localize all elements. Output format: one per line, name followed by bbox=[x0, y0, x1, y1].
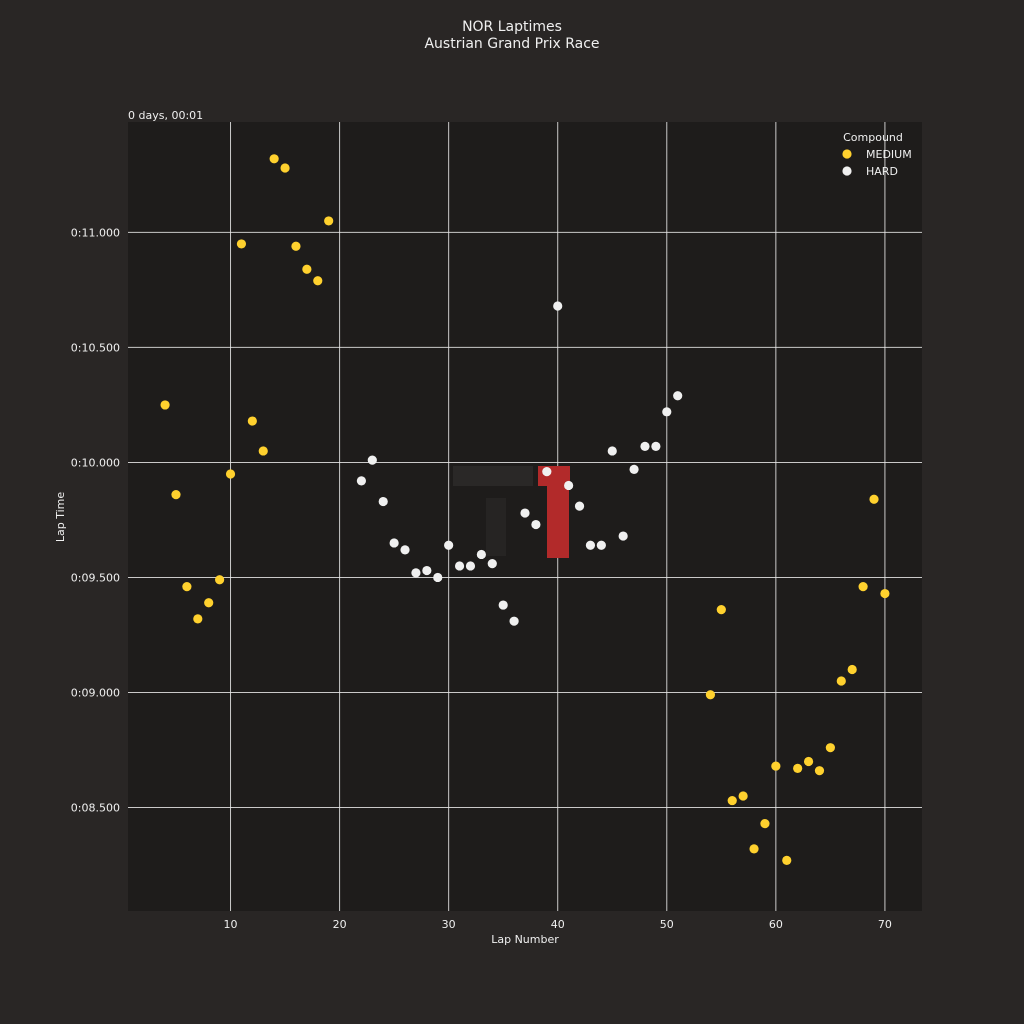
point-hard bbox=[640, 441, 650, 451]
point-hard bbox=[520, 508, 530, 518]
legend-label-hard: HARD bbox=[866, 165, 898, 178]
x-tick-label: 40 bbox=[551, 918, 565, 931]
point-hard bbox=[444, 540, 454, 550]
point-hard bbox=[564, 480, 574, 491]
x-tick-labels: 10 20 30 40 50 60 70 bbox=[224, 918, 892, 931]
point-medium bbox=[738, 791, 748, 801]
point-medium bbox=[760, 818, 770, 829]
point-hard bbox=[400, 545, 410, 555]
point-medium bbox=[269, 154, 279, 164]
point-medium bbox=[880, 588, 890, 599]
y-offset-label: 0 days, 00:01 bbox=[128, 109, 203, 122]
y-tick-label: 0:09.000 bbox=[71, 686, 120, 699]
point-medium bbox=[160, 400, 170, 410]
point-hard bbox=[531, 519, 541, 530]
point-medium bbox=[749, 844, 759, 854]
x-tick-label: 70 bbox=[878, 918, 892, 931]
point-hard bbox=[356, 476, 367, 486]
point-medium bbox=[836, 676, 846, 686]
legend-marker-medium bbox=[842, 149, 852, 159]
point-hard bbox=[389, 538, 399, 548]
point-medium bbox=[258, 446, 268, 456]
x-tick-label: 10 bbox=[224, 918, 238, 931]
point-medium bbox=[705, 690, 716, 700]
point-hard bbox=[596, 540, 606, 550]
point-hard bbox=[378, 496, 388, 507]
point-hard bbox=[433, 572, 443, 583]
legend: Compound MEDIUM HARD bbox=[842, 131, 912, 178]
point-hard bbox=[574, 501, 585, 511]
x-tick-label: 20 bbox=[333, 918, 347, 931]
point-medium bbox=[247, 416, 257, 426]
point-medium bbox=[727, 795, 737, 806]
y-tick-labels: 0:08.500 0:09.000 0:09.500 0:10.000 0:10.500… bbox=[71, 226, 120, 814]
point-hard bbox=[673, 391, 683, 401]
point-hard bbox=[542, 467, 552, 477]
chart-subtitle: Austrian Grand Prix Race bbox=[424, 36, 599, 52]
x-axis-label: Lap Number bbox=[491, 933, 559, 946]
point-hard bbox=[651, 441, 661, 451]
point-medium bbox=[171, 490, 181, 500]
legend-marker-hard bbox=[842, 166, 852, 176]
point-medium bbox=[869, 494, 879, 504]
point-medium bbox=[215, 575, 225, 585]
point-hard bbox=[498, 600, 508, 610]
data-points bbox=[160, 154, 890, 865]
y-tick-label: 0:10.000 bbox=[71, 456, 120, 469]
point-medium bbox=[324, 216, 334, 226]
point-medium bbox=[193, 614, 203, 624]
point-hard bbox=[509, 616, 519, 626]
point-medium bbox=[302, 264, 312, 274]
point-hard bbox=[422, 565, 432, 576]
point-hard bbox=[607, 446, 617, 456]
chart-title: NOR Laptimes bbox=[462, 19, 562, 35]
point-medium bbox=[236, 239, 247, 249]
legend-title: Compound bbox=[843, 131, 903, 144]
point-medium bbox=[716, 605, 726, 615]
point-hard bbox=[487, 559, 497, 569]
point-medium bbox=[782, 855, 792, 865]
point-medium bbox=[182, 582, 192, 592]
point-hard bbox=[629, 464, 639, 474]
point-medium bbox=[793, 763, 803, 773]
y-tick-label: 0:10.500 bbox=[71, 341, 120, 354]
y-axis-label: Lap Time bbox=[54, 492, 67, 543]
x-tick-label: 60 bbox=[769, 918, 783, 931]
point-hard bbox=[367, 455, 377, 465]
point-medium bbox=[280, 163, 290, 173]
point-hard bbox=[618, 531, 628, 541]
point-hard bbox=[465, 561, 476, 571]
y-tick-label: 0:09.500 bbox=[71, 571, 120, 584]
point-hard bbox=[662, 407, 672, 417]
point-medium bbox=[847, 664, 857, 675]
point-medium bbox=[291, 241, 301, 251]
x-tick-label: 30 bbox=[442, 918, 456, 931]
point-hard bbox=[454, 561, 465, 571]
grid-lines bbox=[128, 122, 922, 911]
point-hard bbox=[476, 549, 486, 560]
y-tick-label: 0:08.500 bbox=[71, 801, 120, 814]
point-medium bbox=[814, 766, 825, 776]
point-medium bbox=[803, 756, 814, 767]
point-medium bbox=[204, 598, 214, 608]
point-hard bbox=[411, 568, 421, 578]
point-hard bbox=[585, 540, 596, 550]
point-medium bbox=[825, 743, 835, 753]
legend-label-medium: MEDIUM bbox=[866, 148, 912, 161]
legend-items: MEDIUM HARD bbox=[842, 148, 912, 178]
point-medium bbox=[858, 582, 868, 592]
x-tick-label: 50 bbox=[660, 918, 674, 931]
point-medium bbox=[771, 761, 781, 771]
point-medium bbox=[225, 469, 236, 479]
y-tick-label: 0:11.000 bbox=[71, 226, 120, 239]
logo-watermark bbox=[453, 466, 570, 558]
point-hard bbox=[553, 301, 563, 311]
point-medium bbox=[313, 276, 323, 286]
